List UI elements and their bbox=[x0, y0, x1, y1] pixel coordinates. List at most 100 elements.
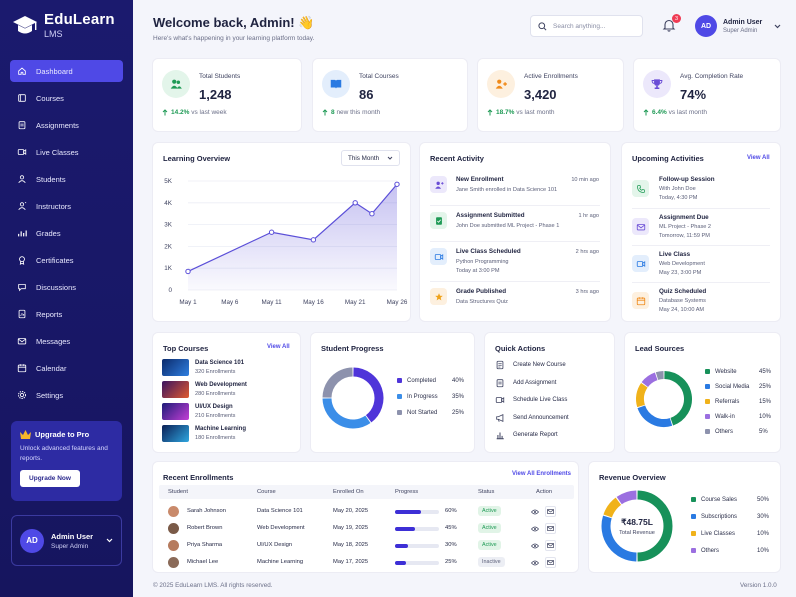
table-row[interactable]: Michael Lee Machine Learning May 17, 2025 2… bbox=[159, 556, 574, 571]
progress-slice[interactable] bbox=[322, 398, 371, 429]
brand[interactable]: EduLearn LMS bbox=[12, 12, 115, 39]
quick-action-schedule-live-class[interactable]: Schedule Live Class bbox=[495, 395, 567, 405]
revenue-slice[interactable] bbox=[601, 515, 637, 562]
quick-action-label: Schedule Live Class bbox=[513, 397, 568, 403]
course-name[interactable]: UI/UX Design bbox=[195, 404, 233, 410]
divider bbox=[430, 205, 600, 206]
lead-source-slice[interactable] bbox=[637, 405, 673, 427]
course-name: Machine Learning bbox=[257, 559, 304, 565]
upgrade-text: Unlock advanced features and reports. bbox=[20, 445, 108, 462]
message-button[interactable] bbox=[545, 540, 556, 551]
lead-source-slice[interactable] bbox=[655, 371, 664, 380]
sidebar-item-discussions[interactable]: Discussions bbox=[10, 276, 123, 298]
data-point[interactable] bbox=[369, 211, 375, 217]
lead-source-slice[interactable] bbox=[636, 382, 648, 408]
upcoming-line-1: Database Systems bbox=[659, 298, 706, 304]
course-name[interactable]: Data Science 101 bbox=[195, 360, 245, 366]
quick-action-create-new-course[interactable]: Create New Course bbox=[495, 360, 566, 370]
sidebar-item-messages[interactable]: Messages bbox=[10, 330, 123, 352]
sidebar-user-menu[interactable]: AD Admin User Super Admin bbox=[11, 515, 122, 566]
quick-action-add-assignment[interactable]: Add Assignment bbox=[495, 378, 556, 388]
legend-swatch bbox=[705, 384, 710, 389]
sidebar-item-reports[interactable]: Reports bbox=[10, 303, 123, 325]
footer-copyright: © 2025 EduLearn LMS. All rights reserved… bbox=[153, 582, 273, 589]
card-title: Quick Actions bbox=[495, 344, 546, 353]
upcoming-activities-card: Upcoming Activities View All Follow-up S… bbox=[621, 142, 781, 322]
chat-icon bbox=[18, 284, 26, 292]
legend-swatch bbox=[691, 497, 696, 502]
search-input[interactable]: Search anything... bbox=[530, 15, 643, 37]
student-avatar bbox=[168, 506, 179, 517]
recent-activity-card: Recent Activity New Enrollment Jane Smith… bbox=[419, 142, 611, 322]
sidebar-item-label: Discussions bbox=[36, 282, 77, 292]
course-name[interactable]: Machine Learning bbox=[195, 426, 247, 432]
view-button[interactable] bbox=[529, 540, 540, 551]
lead-source-slice[interactable] bbox=[641, 372, 658, 388]
activity-title: New Enrollment bbox=[456, 176, 504, 183]
period-select[interactable]: This Month bbox=[341, 150, 400, 166]
student-name: Sarah Johnson bbox=[187, 508, 226, 514]
view-button[interactable] bbox=[529, 523, 540, 534]
view-button[interactable] bbox=[529, 506, 540, 517]
data-point[interactable] bbox=[268, 229, 275, 235]
header-user-menu[interactable]: AD Admin User Super Admin bbox=[695, 15, 781, 37]
message-button[interactable] bbox=[545, 506, 556, 517]
graduation-cap-icon bbox=[13, 15, 37, 33]
bell-icon[interactable] bbox=[662, 18, 676, 32]
quick-action-send-announcement[interactable]: Send Announcement bbox=[495, 413, 569, 423]
upcoming-line-2: Tomorrow, 11:59 PM bbox=[659, 233, 710, 239]
chevron-down-icon bbox=[106, 538, 113, 543]
course-enrollments: 210 Enrollments bbox=[195, 413, 236, 419]
data-point[interactable] bbox=[310, 237, 317, 243]
stat-trend-value: 8 bbox=[331, 109, 335, 117]
stat-trend: 8 new this month bbox=[322, 109, 380, 116]
course-name[interactable]: Web Development bbox=[195, 382, 247, 388]
student-name: Michael Lee bbox=[187, 559, 219, 565]
lead-source-slice[interactable] bbox=[664, 371, 692, 426]
progress-bar-fill bbox=[395, 527, 415, 531]
course-thumbnail[interactable] bbox=[162, 425, 189, 442]
upcoming-view-all-link[interactable]: View All bbox=[747, 155, 770, 161]
message-button[interactable] bbox=[545, 523, 556, 534]
sidebar-item-calendar[interactable]: Calendar bbox=[10, 357, 123, 379]
revenue-slice[interactable] bbox=[616, 490, 637, 505]
sidebar-item-dashboard[interactable]: Dashboard bbox=[10, 60, 123, 82]
upgrade-card: Upgrade to Pro Unlock advanced features … bbox=[11, 421, 122, 501]
course-thumbnail[interactable] bbox=[162, 381, 189, 398]
revenue-slice[interactable] bbox=[637, 490, 673, 562]
stat-icon-wrap bbox=[643, 70, 671, 98]
data-point[interactable] bbox=[394, 181, 400, 187]
sidebar-item-assignments[interactable]: Assignments bbox=[10, 114, 123, 136]
upcoming-icon-wrap bbox=[632, 218, 649, 235]
activity-time: 2 hrs ago bbox=[575, 249, 599, 255]
top-courses-card: Top Courses View All Data Science 101 320… bbox=[152, 332, 301, 453]
sidebar-item-settings[interactable]: Settings bbox=[10, 384, 123, 406]
legend-swatch bbox=[705, 369, 710, 374]
progress-slice[interactable] bbox=[322, 367, 353, 398]
table-row[interactable]: Sarah Johnson Data Science 101 May 20, 202… bbox=[159, 505, 574, 520]
sidebar-item-certificates[interactable]: Certificates bbox=[10, 249, 123, 271]
course-thumbnail[interactable] bbox=[162, 359, 189, 376]
data-point[interactable] bbox=[185, 268, 191, 275]
sidebar-item-students[interactable]: Students bbox=[10, 168, 123, 190]
table-row[interactable]: Robert Brown Web Development May 19, 2025 4… bbox=[159, 522, 574, 537]
message-button[interactable] bbox=[545, 557, 556, 568]
quick-action-generate-report[interactable]: Generate Report bbox=[495, 430, 558, 440]
enrolled-date: May 20, 2025 bbox=[333, 508, 369, 514]
table-row[interactable]: Priya Sharma UI/UX Design May 18, 2025 30% A… bbox=[159, 539, 574, 554]
data-point[interactable] bbox=[352, 200, 358, 206]
sidebar-item-courses[interactable]: Courses bbox=[10, 87, 123, 109]
sidebar-item-live-classes[interactable]: Live Classes bbox=[10, 141, 123, 163]
sidebar-item-instructors[interactable]: Instructors bbox=[10, 195, 123, 217]
top-courses-view-all-link[interactable]: View All bbox=[267, 344, 290, 350]
course-thumbnail[interactable] bbox=[162, 403, 189, 420]
bar-chart-icon bbox=[496, 432, 504, 440]
upgrade-now-button[interactable]: Upgrade Now bbox=[20, 470, 80, 487]
legend-value: 10% bbox=[757, 548, 770, 554]
sidebar-item-grades[interactable]: Grades bbox=[10, 222, 123, 244]
view-all-enrollments-link[interactable]: View All Enrollments bbox=[512, 471, 572, 477]
progress-slice[interactable] bbox=[353, 367, 384, 423]
view-button[interactable] bbox=[529, 557, 540, 568]
user-role: Super Admin bbox=[723, 27, 758, 34]
revenue-slice[interactable] bbox=[603, 497, 622, 518]
